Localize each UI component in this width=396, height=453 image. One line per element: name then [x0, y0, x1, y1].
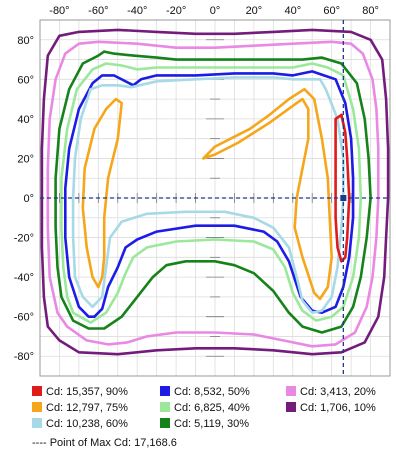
y-tick-label: -40°	[14, 272, 34, 284]
y-tick-label: 60°	[17, 74, 34, 86]
legend-item: Cd: 15,357, 90%	[32, 386, 128, 399]
max-cd-point	[340, 195, 347, 201]
x-tick-label: -60°	[88, 5, 108, 17]
y-tick-label: -60°	[14, 312, 34, 324]
y-tick-label: 0°	[23, 193, 34, 205]
x-tick-label: 60°	[323, 5, 340, 17]
series-line-4	[64, 70, 355, 318]
y-tick-label: -80°	[14, 351, 34, 363]
legend-item: Cd: 12,797, 75%	[32, 402, 128, 415]
max-cd-crosshair	[40, 20, 390, 376]
legend-label: Cd: 15,357, 90%	[46, 386, 128, 398]
legend-swatch	[160, 418, 170, 428]
legend-swatch	[286, 386, 296, 396]
legend-swatch	[32, 386, 42, 396]
legend-swatch	[160, 386, 170, 396]
series-line-7	[46, 40, 380, 348]
legend-item: Cd: 6,825, 40%	[160, 402, 250, 415]
y-tick-label: 80°	[17, 35, 34, 47]
legend-swatch	[160, 402, 170, 412]
legend-swatch	[32, 418, 42, 428]
legend-item: Cd: 1,706, 10%	[286, 402, 376, 415]
legend-label: Cd: 10,238, 60%	[46, 418, 128, 430]
max-cd-note: ---- Point of Max Cd: 17,168.6	[32, 437, 177, 449]
legend-item: Cd: 10,238, 60%	[32, 418, 128, 431]
series-line-6	[54, 50, 372, 334]
x-tick-label: -40°	[127, 5, 147, 17]
legend-item: Cd: 3,413, 20%	[286, 386, 376, 399]
x-tick-label: 20°	[246, 5, 263, 17]
series-line-3	[71, 76, 345, 314]
series-line-1	[334, 113, 351, 263]
legend-item: Cd: 8,532, 50%	[160, 386, 250, 399]
series-line-5	[60, 62, 363, 324]
legend-label: Cd: 1,706, 10%	[300, 402, 376, 414]
y-tick-label: -20°	[14, 233, 34, 245]
series-line-2	[81, 87, 333, 301]
isocandela-curves	[40, 28, 390, 356]
x-tick-label: 0°	[210, 5, 221, 17]
legend-label: Cd: 12,797, 75%	[46, 402, 128, 414]
legend-label: Cd: 6,825, 40%	[174, 402, 250, 414]
legend-swatch	[32, 402, 42, 412]
legend-swatch	[286, 402, 296, 412]
y-tick-label: 20°	[17, 153, 34, 165]
x-tick-label: 80°	[362, 5, 379, 17]
x-tick-label: 40°	[284, 5, 301, 17]
legend-item: Cd: 5,119, 30%	[160, 418, 249, 431]
x-tick-label: -20°	[166, 5, 186, 17]
y-tick-label: 40°	[17, 114, 34, 126]
series-line-8	[40, 28, 390, 356]
y-tick-labels: 80° 60° 40° 20° 0° -20° -40° -60° -80°	[14, 35, 34, 363]
legend-label: Cd: 8,532, 50%	[174, 386, 250, 398]
x-tick-labels: -80° -60° -40° -20° 0° 20° 40° 60° 80°	[49, 5, 379, 17]
legend-label: Cd: 5,119, 30%	[174, 418, 250, 430]
x-tick-label: -80°	[49, 5, 69, 17]
legend-label: Cd: 3,413, 20%	[300, 386, 376, 398]
